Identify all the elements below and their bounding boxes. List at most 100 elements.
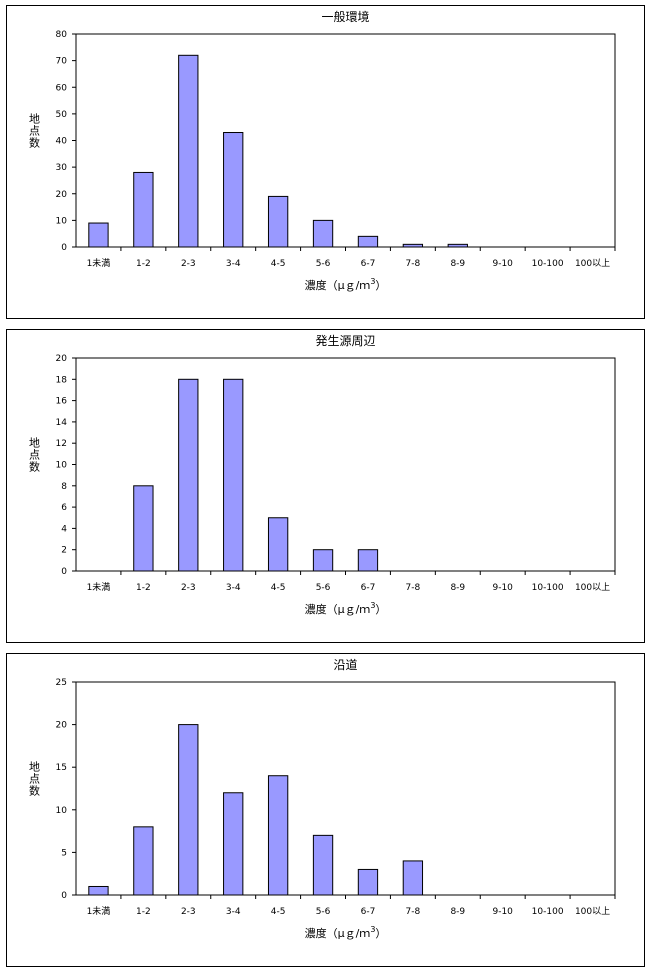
x-tick-label: 1未満 (87, 581, 111, 593)
chart-panel-roadside: 沿道 0 5 10 15 20 25 1未満 1-2 2-3 3-4 4-5 5-6 6-7 7-8 8-9 9… (6, 653, 645, 967)
y-tick-label: 4 (61, 524, 67, 534)
bar (178, 378, 199, 572)
x-tick-label: 3-4 (226, 259, 241, 269)
y-tick-label: 30 (56, 163, 68, 173)
bar (357, 549, 379, 572)
x-tick-label: 2-3 (181, 583, 196, 593)
chart-svg: 沿道 0 5 10 15 20 25 1未満 1-2 2-3 3-4 4-5 5-6 6-7 7-8 8-9 9… (29, 658, 616, 940)
x-tick-label: 4-5 (271, 259, 286, 269)
x-tick-label: 10-100 (532, 583, 564, 593)
x-tick-label: 8-9 (450, 259, 465, 269)
x-tick-label: 2-3 (181, 259, 196, 269)
x-tick-label: 9-10 (492, 259, 513, 269)
bar (88, 222, 109, 248)
y-tick-label: 80 (56, 30, 68, 40)
chart-panel-general: 一般環境 0 10 20 30 40 50 60 70 80 1未満 1-2 2-3 3-4 4-5 5-6 6… (6, 5, 645, 319)
y-tick-label: 10 (56, 806, 68, 816)
chart-title: 発生源周辺 (315, 334, 375, 348)
y-tick-label: 16 (56, 397, 68, 407)
y-tick-label: 20 (56, 721, 68, 731)
y-tick-label: 70 (56, 57, 68, 67)
y-axis-label: 地点数 (29, 113, 40, 150)
bar (312, 219, 334, 248)
y-tick-label: 0 (61, 567, 67, 577)
y-tick-label: 50 (56, 110, 68, 120)
y-tick-label: 40 (56, 137, 68, 147)
y-axis-label: 地点数 (29, 761, 40, 798)
bar (447, 243, 468, 248)
bar (88, 885, 109, 896)
bar (312, 549, 334, 572)
x-tick-label: 7-8 (406, 907, 421, 917)
bar (267, 195, 289, 248)
x-tick-label: 100以上 (575, 906, 610, 917)
x-tick-label: 8-9 (450, 583, 465, 593)
x-tick-label: 6-7 (361, 583, 376, 593)
x-tick-label: 7-8 (406, 583, 421, 593)
y-axis-label: 地点数 (29, 437, 40, 474)
x-tick-label: 10-100 (532, 907, 564, 917)
y-tick-label: 10 (56, 461, 68, 471)
bar (178, 54, 199, 248)
bar (223, 132, 244, 248)
x-tick-label: 4-5 (271, 907, 286, 917)
bar (133, 485, 154, 572)
bar (312, 834, 334, 896)
bar (402, 243, 424, 248)
y-tick-label: 15 (56, 763, 67, 773)
y-tick-label: 2 (61, 546, 67, 556)
y-tick-label: 60 (56, 83, 68, 93)
y-tick-label: 20 (56, 190, 68, 200)
y-tick-label: 6 (61, 503, 67, 513)
x-tick-label: 3-4 (226, 907, 241, 917)
bar (402, 860, 424, 896)
x-tick-label: 3-4 (226, 583, 241, 593)
bar (357, 235, 379, 248)
x-tick-label: 1-2 (136, 907, 151, 917)
plot-area (75, 357, 616, 572)
plot-area (75, 33, 616, 248)
y-tick-label: 10 (56, 216, 68, 226)
bar (357, 868, 379, 896)
chart-title: 一般環境 (321, 9, 369, 24)
y-tick-label: 5 (61, 848, 67, 858)
bar (223, 792, 244, 896)
bar (267, 775, 289, 896)
x-tick-label: 100以上 (575, 258, 610, 269)
bar (223, 378, 244, 572)
bar (178, 724, 199, 896)
chart-panel-source: 発生源周辺 0 2 4 6 8 10 12 14 16 18 20 1未満 1-2 2-3 3-4 4-5 5-6… (6, 329, 645, 643)
y-tick-label: 12 (56, 439, 67, 449)
x-tick-label: 6-7 (361, 907, 376, 917)
x-tick-label: 6-7 (361, 259, 376, 269)
x-tick-label: 9-10 (492, 907, 513, 917)
chart-svg: 一般環境 0 10 20 30 40 50 60 70 80 1未満 1-2 2-3 3-4 4-5 5-6 6… (29, 9, 616, 292)
bar (133, 171, 154, 248)
y-tick-label: 25 (56, 678, 67, 688)
y-tick-label: 20 (56, 354, 68, 364)
x-tick-label: 10-100 (532, 259, 564, 269)
y-tick-label: 0 (61, 891, 67, 901)
x-tick-label: 9-10 (492, 583, 513, 593)
x-tick-label: 1-2 (136, 583, 151, 593)
chart-svg: 発生源周辺 0 2 4 6 8 10 12 14 16 18 20 1未満 1-2 2-3 3-4 4-5 5-6… (29, 334, 616, 616)
x-tick-label: 1-2 (136, 259, 151, 269)
x-tick-label: 8-9 (450, 907, 465, 917)
y-tick-label: 14 (56, 418, 68, 428)
x-tick-label: 4-5 (271, 583, 286, 593)
chart-title: 沿道 (333, 658, 357, 672)
x-tick-label: 7-8 (406, 259, 421, 269)
x-tick-label: 5-6 (316, 907, 331, 917)
y-tick-label: 0 (61, 243, 67, 253)
x-tick-label: 100以上 (575, 582, 610, 593)
x-axis-label: 濃度（μｇ/ｍ3） (305, 925, 387, 940)
x-tick-label: 2-3 (181, 907, 196, 917)
x-tick-label: 5-6 (316, 583, 331, 593)
x-axis-label: 濃度（μｇ/ｍ3） (305, 601, 387, 616)
bar (267, 517, 289, 572)
x-tick-label: 1未満 (87, 905, 111, 917)
y-tick-label: 8 (61, 482, 67, 492)
x-tick-label: 5-6 (316, 259, 331, 269)
x-axis-label: 濃度（μｇ/ｍ3） (305, 277, 387, 292)
x-tick-label: 1未満 (87, 257, 111, 269)
